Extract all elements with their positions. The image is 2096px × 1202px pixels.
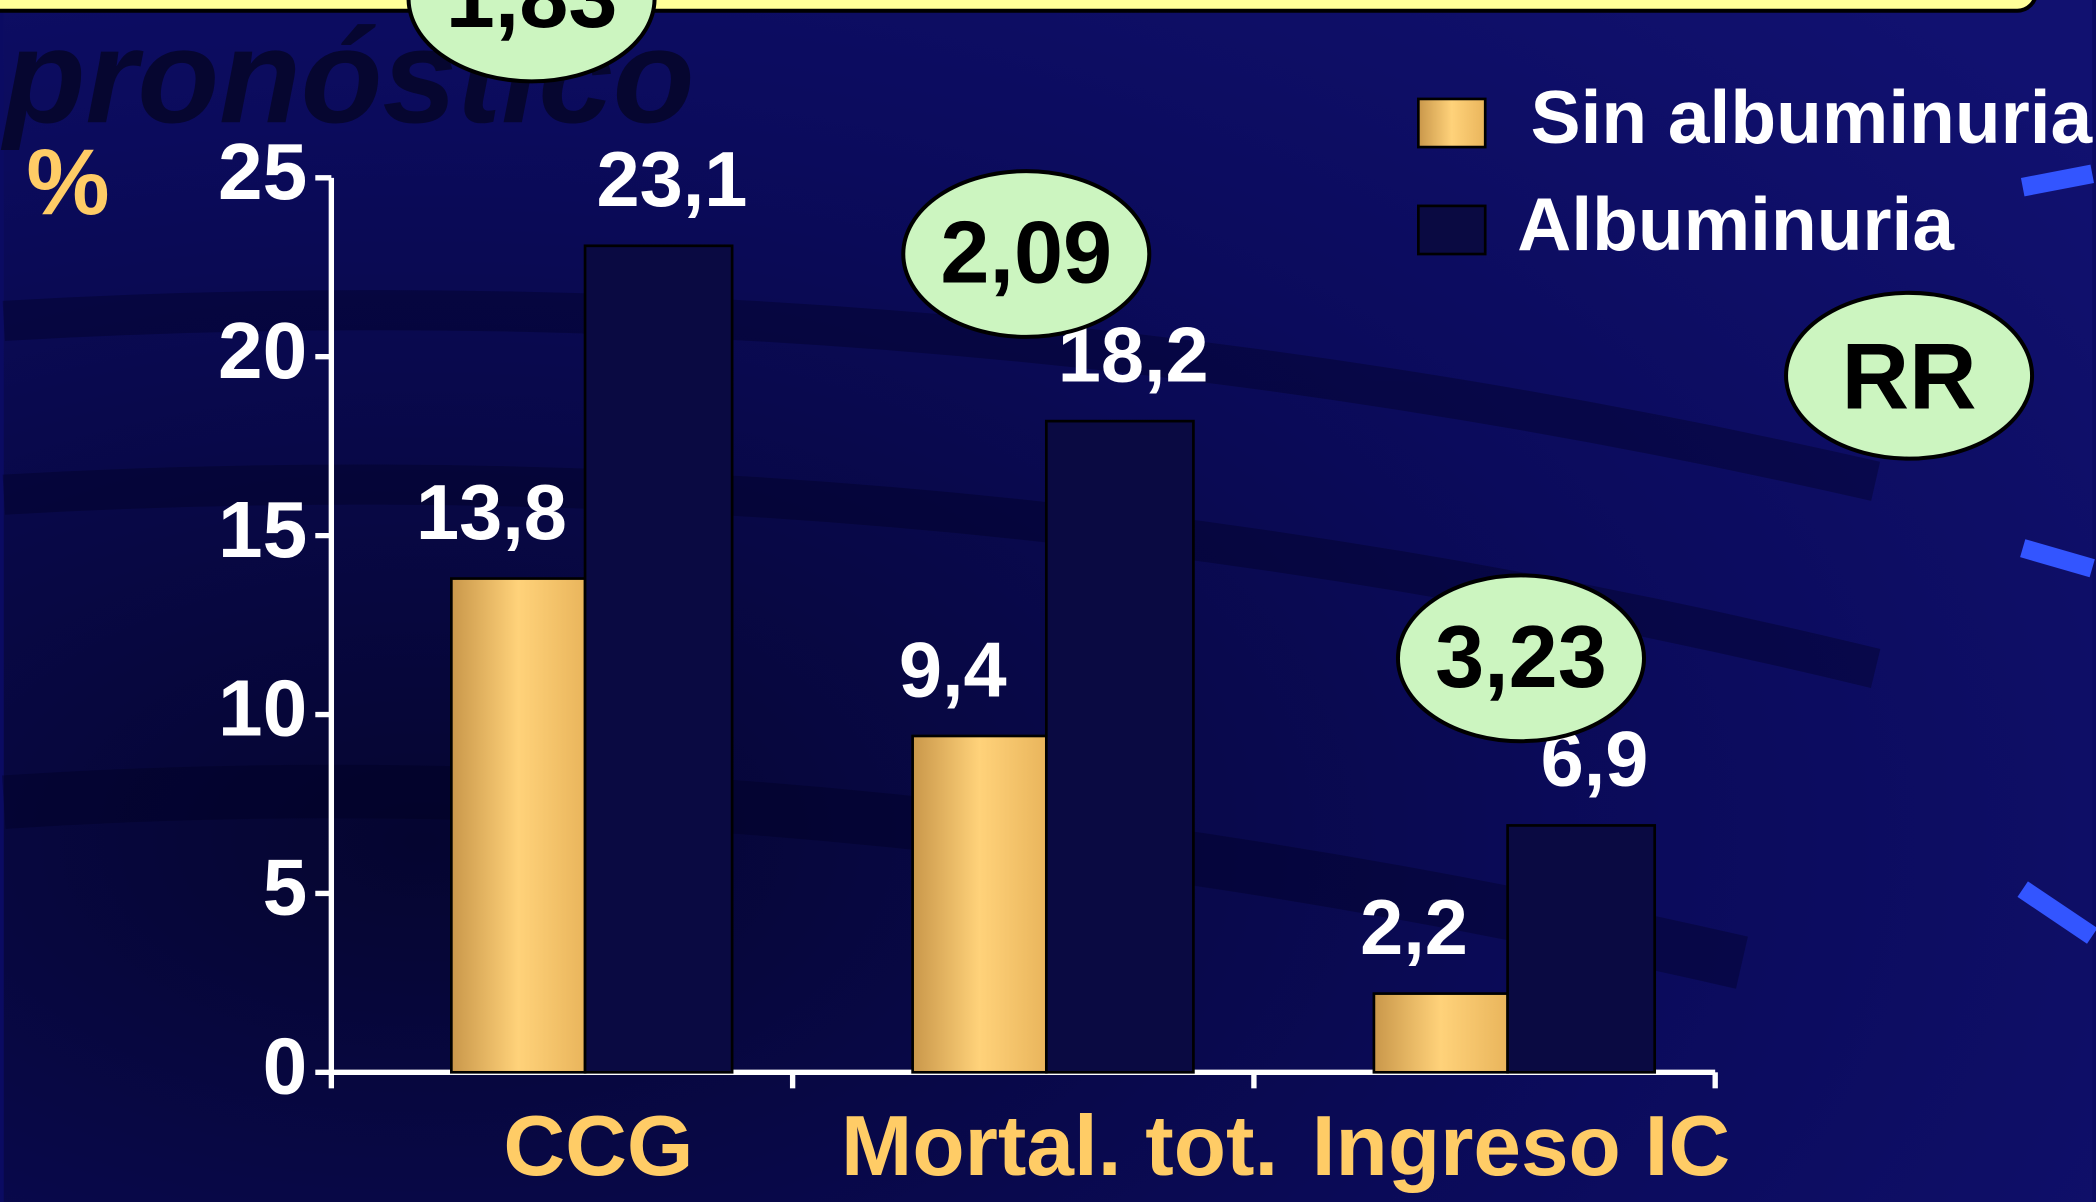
- rr-legend-bubble: [1784, 290, 2035, 461]
- y-tick-label: 10: [218, 663, 307, 753]
- value-label: 13,8: [416, 470, 567, 556]
- x-tick-label: CCG: [503, 1099, 693, 1194]
- x-tick-label: Ingreso IC: [1312, 1099, 1730, 1194]
- legend-swatch: [1417, 204, 1487, 256]
- bar: [1044, 419, 1195, 1074]
- rr-bubble: [406, 0, 657, 84]
- rr-bubble: [901, 169, 1152, 339]
- value-label: 23,1: [597, 137, 748, 223]
- legend-swatch: [1417, 97, 1487, 149]
- bar: [911, 734, 1048, 1074]
- bar: [583, 244, 734, 1074]
- y-tick-label: 0: [263, 1020, 308, 1110]
- rr-value: 2,09: [940, 203, 1112, 302]
- y-tick-label: 20: [218, 305, 307, 395]
- rr-bubble: [1395, 573, 1646, 744]
- y-tick-label: 25: [218, 126, 307, 216]
- y-tick-label: 15: [218, 484, 307, 574]
- bar: [1372, 992, 1509, 1074]
- y-tick-label: 5: [263, 842, 308, 932]
- bar: [1506, 824, 1657, 1074]
- x-tick-label: Mortal. tot.: [841, 1099, 1278, 1194]
- rr-legend-label: RR: [1841, 323, 1976, 428]
- value-label: 9,4: [899, 627, 1007, 713]
- y-label: %: [26, 130, 109, 235]
- bar: [450, 577, 587, 1074]
- legend-label: Sin albuminuria: [1531, 75, 2094, 159]
- rr-value: 3,23: [1435, 607, 1607, 706]
- legend-label: Albuminuria: [1517, 182, 1955, 266]
- rr-value: 1,83: [446, 0, 618, 46]
- side-marks: [2017, 164, 2096, 944]
- value-label: 2,2: [1360, 885, 1468, 971]
